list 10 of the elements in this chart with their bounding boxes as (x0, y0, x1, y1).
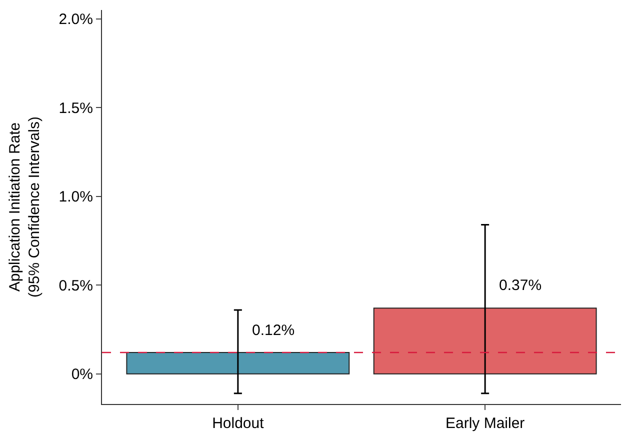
y-tick-label: 0.5% (58, 277, 93, 294)
x-tick-label: Holdout (212, 415, 265, 432)
x-tick-label: Early Mailer (445, 415, 525, 432)
y-axis-title: Application Initiation Rate (95% Confidence Intervals) (6, 116, 44, 298)
data-label: 0.12% (252, 322, 295, 339)
y-tick-label: 1.0% (58, 188, 93, 206)
data-label: 0.37% (499, 277, 542, 294)
y-tick-label: 1.5% (58, 100, 93, 117)
y-tick-label: 2.0% (58, 11, 93, 28)
y-tick-label: 0% (71, 366, 93, 384)
